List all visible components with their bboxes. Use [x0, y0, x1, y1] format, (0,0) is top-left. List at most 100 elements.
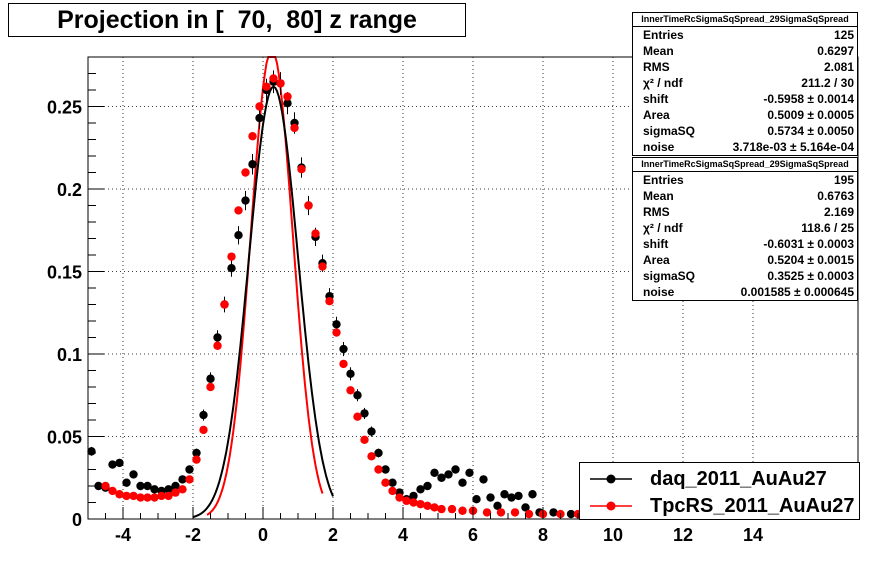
x-tick-label: 2 [328, 525, 338, 545]
point-TpcRS_2011_AuAu27 [409, 498, 418, 507]
point-TpcRS_2011_AuAu27 [150, 493, 159, 502]
stats-box-2: InnerTimeRcSigmaSqSpread_29SigmaSqSpread… [632, 157, 858, 301]
stats-row: Area 0.5009 ± 0.0005 [633, 107, 857, 123]
point-daq_2011_AuAu27 [437, 473, 446, 482]
point-TpcRS_2011_AuAu27 [388, 486, 397, 496]
stats-row: Mean 0.6763 [633, 188, 857, 204]
point-TpcRS_2011_AuAu27 [311, 229, 320, 238]
point-daq_2011_AuAu27 [115, 458, 124, 468]
point-TpcRS_2011_AuAu27 [367, 452, 376, 461]
point-daq_2011_AuAu27 [206, 374, 215, 383]
point-daq_2011_AuAu27 [409, 491, 418, 501]
fit-curves [192, 56, 334, 518]
stats-value: 0.3525 ± 0.0003 [767, 269, 854, 283]
point-daq_2011_AuAu27 [521, 503, 530, 512]
stats-value: 0.5734 ± 0.0050 [767, 124, 854, 138]
stats-value: 211.2 / 30 [801, 76, 854, 90]
stats-header: InnerTimeRcSigmaSqSpread_29SigmaSqSpread [633, 158, 857, 172]
point-TpcRS_2011_AuAu27 [115, 490, 124, 499]
stats-value: 2.081 [823, 60, 854, 74]
point-daq_2011_AuAu27 [332, 320, 341, 329]
point-daq_2011_AuAu27 [122, 478, 131, 487]
point-TpcRS_2011_AuAu27 [332, 328, 341, 337]
point-daq_2011_AuAu27 [374, 448, 383, 458]
point-TpcRS_2011_AuAu27 [290, 123, 299, 133]
point-daq_2011_AuAu27 [486, 493, 495, 502]
x-tick-label: 12 [673, 525, 693, 545]
point-daq_2011_AuAu27 [150, 485, 159, 494]
stats-row: noise 0.001585 ± 0.000645 [633, 284, 857, 300]
point-daq_2011_AuAu27 [255, 113, 264, 123]
point-TpcRS_2011_AuAu27 [416, 499, 425, 509]
point-TpcRS_2011_AuAu27 [171, 488, 180, 497]
point-TpcRS_2011_AuAu27 [227, 252, 236, 261]
stats-value: 195 [833, 173, 854, 187]
point-TpcRS_2011_AuAu27 [220, 300, 229, 309]
stats-value: 3.718e-03 ± 5.164e-04 [732, 140, 854, 154]
point-TpcRS_2011_AuAu27 [157, 491, 166, 501]
stats-key: RMS [643, 205, 670, 219]
stats-row: Area 0.5204 ± 0.0015 [633, 252, 857, 268]
stats-value: 2.169 [823, 205, 854, 219]
stats-row: χ² / ndf 211.2 / 30 [633, 75, 857, 91]
point-TpcRS_2011_AuAu27 [108, 486, 117, 496]
fit-curve-TpcRS_2011_AuAu27 [206, 56, 324, 516]
stats-row: shift -0.6031 ± 0.0003 [633, 236, 857, 252]
point-TpcRS_2011_AuAu27 [360, 435, 369, 444]
point-daq_2011_AuAu27 [430, 468, 439, 477]
point-daq_2011_AuAu27 [458, 478, 467, 487]
point-daq_2011_AuAu27 [283, 99, 292, 108]
point-TpcRS_2011_AuAu27 [122, 491, 131, 501]
point-daq_2011_AuAu27 [353, 391, 362, 400]
y-tick-label: 0.1 [57, 345, 82, 365]
legend: daq_2011_AuAu27 TpcRS_2011_AuAu27 [579, 462, 860, 520]
point-daq_2011_AuAu27 [171, 481, 180, 491]
point-TpcRS_2011_AuAu27 [381, 478, 390, 487]
point-daq_2011_AuAu27 [416, 485, 425, 494]
point-daq_2011_AuAu27 [423, 481, 432, 491]
axis-tick-labels: -4 -2 0 2 4 6 8 10 12 14 0 0.05 0.1 0.15 0.2 0.25 [47, 98, 763, 546]
point-daq_2011_AuAu27 [213, 333, 222, 342]
y-tick-label: 0.05 [47, 428, 82, 448]
point-daq_2011_AuAu27 [479, 475, 488, 484]
stats-key: χ² / ndf [643, 76, 683, 90]
point-daq_2011_AuAu27 [199, 410, 208, 420]
x-tick-label: 0 [258, 525, 268, 545]
point-daq_2011_AuAu27 [528, 490, 537, 499]
stats-row: Entries 125 [633, 27, 857, 43]
point-TpcRS_2011_AuAu27 [164, 491, 173, 501]
stats-value: 0.001585 ± 0.000645 [740, 285, 854, 299]
point-TpcRS_2011_AuAu27 [192, 455, 201, 464]
point-daq_2011_AuAu27 [143, 481, 152, 491]
fit-curve-daq_2011_AuAu27 [192, 85, 334, 518]
point-TpcRS_2011_AuAu27 [136, 493, 145, 502]
stats-box-1: InnerTimeRcSigmaSqSpread_29SigmaSqSpread… [632, 12, 858, 156]
point-daq_2011_AuAu27 [360, 409, 369, 418]
point-daq_2011_AuAu27 [381, 465, 390, 474]
stats-key: RMS [643, 60, 670, 74]
legend-marker-daq [590, 474, 632, 484]
stats-value: 0.6763 [817, 189, 854, 203]
point-TpcRS_2011_AuAu27 [213, 341, 222, 350]
point-TpcRS_2011_AuAu27 [339, 359, 348, 369]
stats-value: 0.5009 ± 0.0005 [767, 108, 854, 122]
stats-value: 118.6 / 25 [801, 221, 854, 235]
y-tick-label: 0.15 [47, 263, 82, 283]
point-daq_2011_AuAu27 [339, 344, 348, 354]
stats-row: RMS 2.169 [633, 204, 857, 220]
stats-header: InnerTimeRcSigmaSqSpread_29SigmaSqSpread [633, 13, 857, 27]
stats-key: Mean [643, 189, 674, 203]
x-tick-label: 14 [743, 525, 763, 545]
point-TpcRS_2011_AuAu27 [143, 493, 152, 502]
point-TpcRS_2011_AuAu27 [430, 503, 439, 512]
point-TpcRS_2011_AuAu27 [101, 481, 110, 491]
point-TpcRS_2011_AuAu27 [283, 92, 292, 101]
stats-key: χ² / ndf [643, 221, 683, 235]
point-daq_2011_AuAu27 [500, 490, 509, 499]
x-tick-label: -2 [185, 525, 201, 545]
stats-row: noise 3.718e-03 ± 5.164e-04 [633, 139, 857, 155]
point-daq_2011_AuAu27 [388, 478, 397, 487]
point-TpcRS_2011_AuAu27 [276, 79, 285, 88]
stats-row: sigmaSQ 0.5734 ± 0.0050 [633, 123, 857, 139]
